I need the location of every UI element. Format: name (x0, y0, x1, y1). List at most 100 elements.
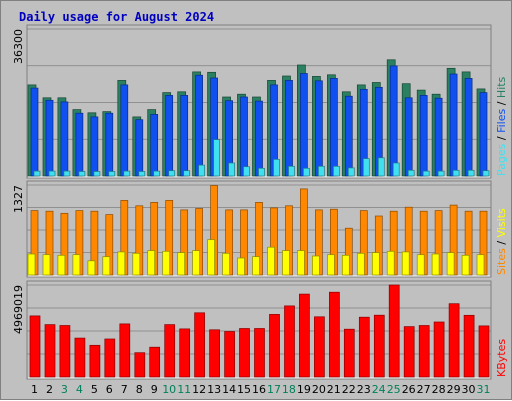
bar-kbytes-day-14 (224, 331, 235, 378)
x-tick-day-6: 6 (106, 383, 113, 396)
bar-visits-day-1 (27, 253, 36, 276)
legend-separator: / (495, 237, 508, 248)
x-tick-day-18: 18 (282, 383, 296, 396)
bar-kbytes-day-23 (358, 316, 370, 378)
bar-kbytes-day-6 (104, 338, 116, 378)
x-tick-day-15: 15 (237, 383, 251, 396)
x-tick-day-23: 23 (357, 383, 371, 396)
bar-files-day-3 (60, 101, 69, 177)
x-tick-day-3: 3 (61, 383, 68, 396)
bar-pages-day-27 (422, 170, 430, 177)
bar-pages-day-14 (228, 162, 235, 177)
bar-files-day-2 (45, 99, 54, 177)
bar-visits-day-4 (72, 254, 81, 276)
bar-pages-day-25 (392, 162, 400, 177)
x-tick-day-27: 27 (417, 383, 431, 396)
bar-kbytes-day-28 (433, 321, 445, 378)
legend-pages: Pages (495, 143, 508, 176)
bar-visits-day-6 (102, 256, 111, 276)
bar-kbytes-day-22 (343, 328, 355, 378)
bar-files-day-7 (120, 84, 129, 177)
bar-kbytes-day-3 (59, 325, 71, 378)
legend-sites: Sites (495, 248, 508, 275)
bar-visits-day-22 (341, 254, 350, 276)
bar-visits-day-31 (476, 254, 485, 276)
x-tick-day-2: 2 (46, 383, 53, 396)
bar-pages-day-7 (123, 170, 131, 177)
x-tick-day-12: 12 (192, 383, 206, 396)
bar-files-day-19 (300, 73, 308, 177)
chart-title: Daily usage for August 2024 (19, 10, 214, 24)
bar-files-day-30 (464, 78, 473, 177)
bar-visits-day-3 (57, 254, 66, 276)
bar-files-day-5 (90, 116, 99, 177)
bar-visits-day-10 (162, 250, 171, 276)
legend-hits: Hits (495, 76, 508, 98)
bar-pages-day-4 (78, 171, 86, 177)
bar-pages-day-20 (318, 165, 325, 177)
bar-kbytes-day-12 (194, 312, 205, 378)
bar-kbytes-day-18 (284, 305, 295, 378)
bar-kbytes-day-1 (29, 315, 41, 378)
bar-visits-day-17 (267, 246, 275, 276)
bar-visits-day-9 (147, 250, 156, 276)
legend-files: Files (495, 109, 508, 133)
bar-files-day-1 (30, 87, 39, 177)
x-tick-day-19: 19 (297, 383, 311, 396)
bar-kbytes-day-29 (448, 303, 460, 378)
bar-kbytes-day-15 (239, 328, 250, 378)
bar-files-day-21 (330, 78, 338, 177)
bar-pages-day-24 (377, 157, 385, 177)
panel-visits-sites: 1327 Sites / Visits (12, 180, 508, 278)
bar-pages-day-11 (183, 170, 191, 177)
bar-kbytes-day-24 (373, 314, 385, 378)
bar-pages-day-22 (347, 167, 355, 177)
bar-kbytes-day-31 (478, 325, 490, 378)
bar-kbytes-day-16 (254, 328, 265, 378)
bar-pages-day-1 (33, 170, 41, 177)
bar-kbytes-day-19 (299, 293, 310, 378)
x-tick-day-14: 14 (222, 383, 236, 396)
bar-pages-day-17 (273, 159, 280, 177)
y-axis-max-label: 4969019 (12, 285, 25, 334)
bar-files-day-6 (105, 112, 114, 177)
bar-kbytes-day-21 (329, 291, 340, 378)
bar-visits-day-23 (356, 252, 365, 276)
bar-visits-day-26 (401, 251, 410, 276)
bar-kbytes-day-5 (89, 344, 101, 378)
x-tick-day-26: 26 (402, 383, 416, 396)
bar-pages-day-13 (213, 139, 220, 177)
bar-visits-day-25 (386, 250, 395, 276)
bar-pages-day-3 (63, 170, 71, 177)
panel-hits-files-pages: 36300 Pages / Files / Hits (12, 24, 508, 179)
bar-pages-day-19 (303, 167, 310, 177)
legend-separator: / (495, 133, 508, 144)
x-tick-day-8: 8 (136, 383, 143, 396)
x-tick-day-4: 4 (76, 383, 83, 396)
x-tick-day-17: 17 (267, 383, 281, 396)
bar-pages-day-31 (482, 170, 490, 177)
bar-files-day-12 (195, 74, 203, 177)
bar-kbytes-day-10 (164, 324, 176, 378)
bar-visits-day-21 (327, 254, 335, 276)
bar-files-day-20 (315, 80, 323, 177)
bar-visits-day-5 (87, 260, 96, 276)
bar-files-day-25 (389, 65, 398, 177)
bar-pages-day-16 (258, 167, 265, 177)
bar-visits-day-14 (222, 252, 230, 276)
bar-pages-day-28 (437, 170, 445, 177)
bar-files-day-16 (255, 100, 263, 177)
x-tick-day-13: 13 (207, 383, 221, 396)
legend-hits-files-pages: Pages / Files / Hits (495, 76, 508, 176)
bar-pages-day-10 (168, 170, 176, 177)
bar-files-day-15 (240, 96, 248, 177)
x-tick-day-30: 30 (462, 383, 476, 396)
y-axis-max-label: 1327 (12, 185, 25, 213)
bar-files-day-27 (419, 95, 428, 177)
bar-pages-day-30 (467, 169, 475, 177)
bar-pages-day-12 (198, 164, 205, 177)
bar-pages-day-2 (48, 170, 56, 177)
legend-separator: / (495, 98, 508, 109)
